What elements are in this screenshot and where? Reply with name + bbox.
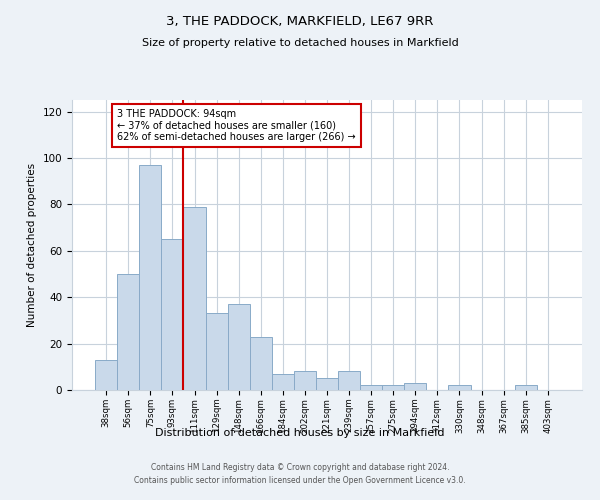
Bar <box>294 372 316 390</box>
Bar <box>515 386 537 390</box>
Text: 3, THE PADDOCK, MARKFIELD, LE67 9RR: 3, THE PADDOCK, MARKFIELD, LE67 9RR <box>166 15 434 28</box>
Text: Size of property relative to detached houses in Markfield: Size of property relative to detached ho… <box>142 38 458 48</box>
Bar <box>338 372 360 390</box>
Bar <box>360 386 382 390</box>
Bar <box>272 374 294 390</box>
Bar <box>139 165 161 390</box>
Bar <box>161 239 184 390</box>
Bar <box>382 386 404 390</box>
Bar <box>206 314 227 390</box>
Bar <box>448 386 470 390</box>
Bar <box>404 383 427 390</box>
Text: 3 THE PADDOCK: 94sqm
← 37% of detached houses are smaller (160)
62% of semi-deta: 3 THE PADDOCK: 94sqm ← 37% of detached h… <box>117 110 356 142</box>
Bar <box>184 206 206 390</box>
Bar <box>250 336 272 390</box>
Bar <box>117 274 139 390</box>
Text: Contains HM Land Registry data © Crown copyright and database right 2024.
Contai: Contains HM Land Registry data © Crown c… <box>134 464 466 485</box>
Bar <box>95 360 117 390</box>
Bar <box>316 378 338 390</box>
Text: Distribution of detached houses by size in Markfield: Distribution of detached houses by size … <box>155 428 445 438</box>
Bar <box>227 304 250 390</box>
Y-axis label: Number of detached properties: Number of detached properties <box>27 163 37 327</box>
